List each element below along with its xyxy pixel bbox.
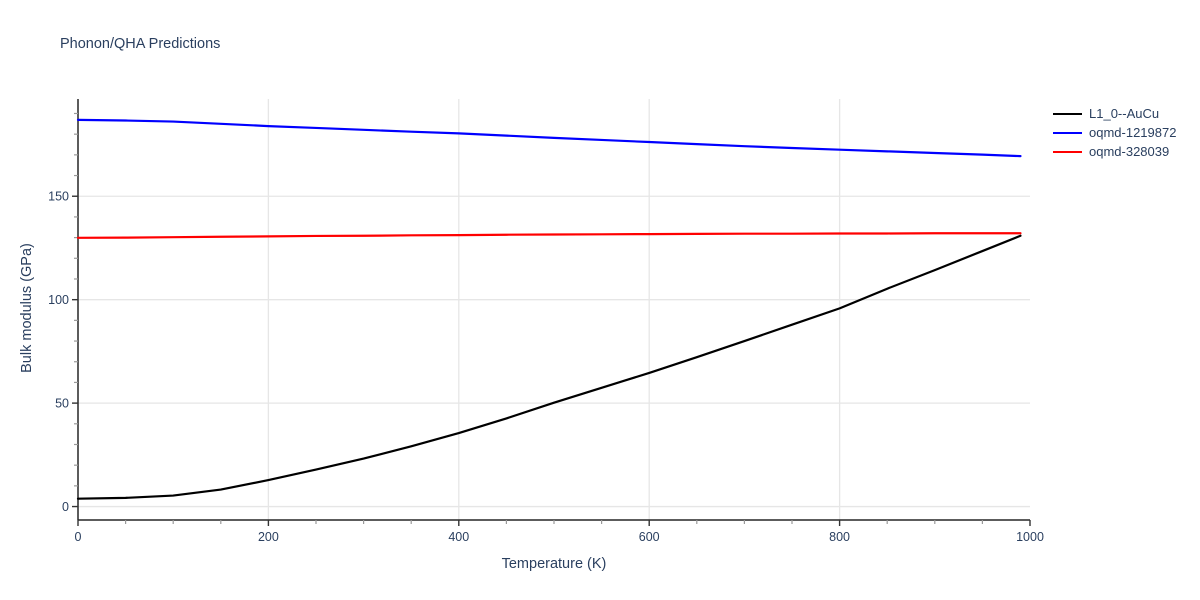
legend-line-swatch-black: [1053, 112, 1082, 115]
y-tick-label: 150: [48, 190, 69, 204]
legend-label: oqmd-1219872: [1089, 125, 1177, 140]
series-line-oqmd-1219872[interactable]: [76, 118, 1022, 158]
x-tick-label: 200: [258, 530, 279, 544]
legend-item-oqmd-1219872[interactable]: oqmd-1219872: [1053, 123, 1176, 142]
x-tick-label: 1000: [1016, 530, 1044, 544]
legend-line-swatch-red: [1053, 150, 1082, 153]
legend-label: oqmd-328039: [1089, 144, 1170, 159]
legend: L1_0--AuCu oqmd-1219872 oqmd-328039: [1053, 104, 1176, 161]
x-tick-label: 400: [448, 530, 469, 544]
x-tick-label: 600: [639, 530, 660, 544]
x-tick-label: 0: [75, 530, 82, 544]
y-tick-label: 50: [55, 397, 69, 411]
y-tick-label: 0: [62, 500, 69, 514]
series-line-oqmd-328039[interactable]: [76, 232, 1022, 239]
x-axis-title: Temperature (K): [501, 556, 607, 572]
legend-label: L1_0--AuCu: [1089, 106, 1160, 121]
legend-item-l1-0-aucu[interactable]: L1_0--AuCu: [1053, 104, 1176, 123]
x-tick-label: 800: [829, 530, 850, 544]
legend-line-swatch-blue: [1053, 131, 1082, 134]
series-line-L1_0--AuCu[interactable]: [76, 234, 1022, 500]
legend-item-oqmd-328039[interactable]: oqmd-328039: [1053, 142, 1176, 161]
y-tick-label: 100: [48, 293, 69, 307]
chart-title: Phonon/QHA Predictions: [60, 36, 221, 52]
